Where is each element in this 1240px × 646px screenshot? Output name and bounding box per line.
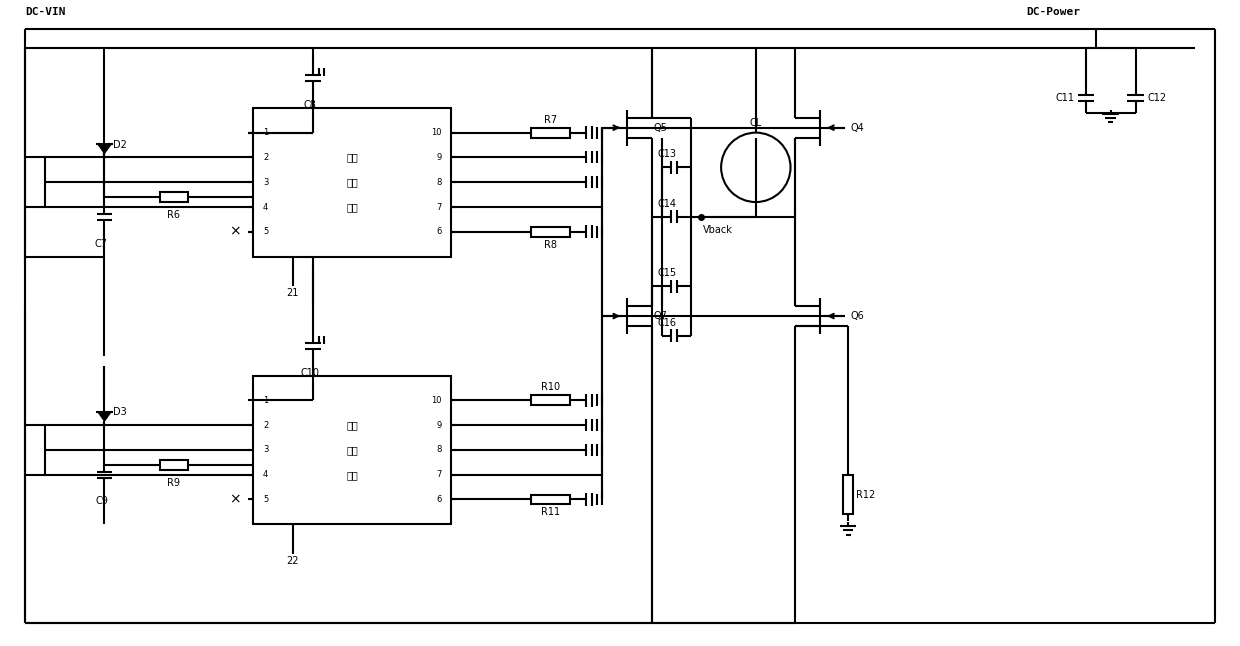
Text: C12: C12 <box>1147 93 1167 103</box>
Text: D2: D2 <box>113 140 128 149</box>
Text: 第二: 第二 <box>346 152 358 162</box>
Text: 驱动: 驱动 <box>346 177 358 187</box>
Text: 1: 1 <box>263 396 268 405</box>
Text: 9: 9 <box>436 421 441 430</box>
Text: ×: × <box>229 492 241 506</box>
Text: 8: 8 <box>436 445 441 454</box>
Text: ×: × <box>229 225 241 239</box>
Bar <box>531 128 570 138</box>
Bar <box>160 460 187 470</box>
Text: 4: 4 <box>263 202 268 211</box>
Text: C14: C14 <box>657 199 676 209</box>
Text: 2: 2 <box>263 153 268 162</box>
Text: 2: 2 <box>263 421 268 430</box>
Text: 9: 9 <box>436 153 441 162</box>
Text: C7: C7 <box>95 239 108 249</box>
Text: 10: 10 <box>432 396 441 405</box>
Text: R6: R6 <box>167 210 180 220</box>
Text: 7: 7 <box>436 202 441 211</box>
Text: C8: C8 <box>304 100 316 110</box>
Text: 5: 5 <box>263 495 268 504</box>
Text: C10: C10 <box>300 368 319 378</box>
Text: C16: C16 <box>657 318 676 328</box>
Text: 8: 8 <box>436 178 441 187</box>
Text: 21: 21 <box>286 288 299 298</box>
Text: CL: CL <box>750 118 761 128</box>
Text: R12: R12 <box>856 490 875 499</box>
Text: 3: 3 <box>263 178 269 187</box>
Text: 6: 6 <box>436 495 441 504</box>
Text: Q7: Q7 <box>653 311 667 321</box>
Text: R11: R11 <box>541 507 560 517</box>
Text: C11: C11 <box>1055 93 1074 103</box>
Text: 1: 1 <box>263 128 268 137</box>
Polygon shape <box>98 144 110 153</box>
Text: 22: 22 <box>286 556 299 566</box>
Text: R9: R9 <box>167 477 180 488</box>
Bar <box>843 475 853 514</box>
Text: C15: C15 <box>657 268 676 278</box>
Text: 5: 5 <box>263 227 268 236</box>
Text: C9: C9 <box>95 497 108 506</box>
Text: R10: R10 <box>541 382 560 392</box>
Text: D3: D3 <box>113 407 128 417</box>
Text: DC-VIN: DC-VIN <box>25 6 66 17</box>
Text: 3: 3 <box>263 445 269 454</box>
Polygon shape <box>98 412 110 421</box>
Text: Q6: Q6 <box>849 311 864 321</box>
Text: R8: R8 <box>544 240 557 250</box>
Text: Q5: Q5 <box>653 123 667 132</box>
Text: 芯片: 芯片 <box>346 202 358 212</box>
Text: 芯片: 芯片 <box>346 470 358 480</box>
Text: 6: 6 <box>436 227 441 236</box>
Bar <box>531 494 570 505</box>
Bar <box>531 395 570 405</box>
Text: 10: 10 <box>432 128 441 137</box>
Text: C13: C13 <box>657 149 676 160</box>
Text: 驱动: 驱动 <box>346 445 358 455</box>
Bar <box>531 227 570 236</box>
Text: Q4: Q4 <box>849 123 864 132</box>
Text: 第三: 第三 <box>346 420 358 430</box>
Text: 4: 4 <box>263 470 268 479</box>
Text: 7: 7 <box>436 470 441 479</box>
Text: Vback: Vback <box>703 225 733 235</box>
Bar <box>253 108 451 256</box>
Text: DC-Power: DC-Power <box>1027 6 1080 17</box>
Bar <box>160 192 187 202</box>
Text: R7: R7 <box>544 115 557 125</box>
Bar <box>253 375 451 525</box>
